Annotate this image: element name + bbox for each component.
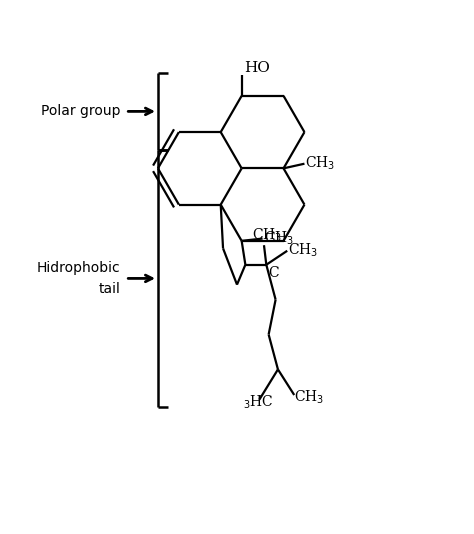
Text: CH$_3$: CH$_3$	[288, 242, 319, 260]
Text: $_3$HC: $_3$HC	[243, 393, 273, 411]
Text: CH$_3$: CH$_3$	[305, 155, 336, 172]
Text: CH$_3$: CH$_3$	[264, 230, 294, 247]
Text: tail: tail	[99, 281, 121, 296]
Text: CH$_3$: CH$_3$	[294, 389, 324, 406]
Text: Hidrophobic: Hidrophobic	[37, 261, 121, 275]
Text: CH$_3$: CH$_3$	[252, 227, 283, 244]
Text: HO: HO	[244, 61, 270, 75]
Text: Polar group: Polar group	[41, 105, 121, 119]
Text: C: C	[268, 266, 279, 280]
